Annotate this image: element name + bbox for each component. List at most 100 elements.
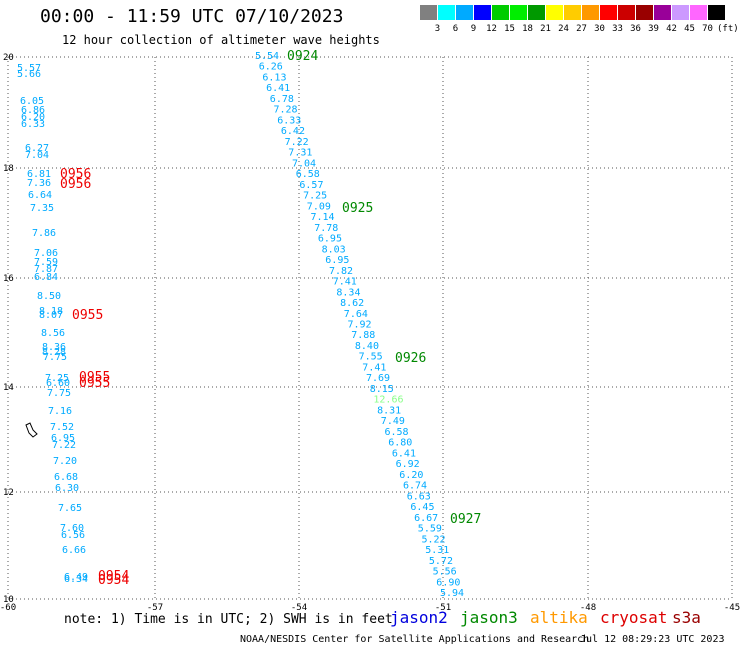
axis-ticks: -60 -57 -54 -51 -48 -45 20 18 16 14 12 10	[0, 53, 740, 613]
track-value: 8.62	[340, 298, 364, 309]
track-value: 7.25	[45, 373, 69, 384]
track-value: 7.25	[303, 191, 327, 202]
track-value: 5.56	[433, 567, 457, 578]
track-value: 6.95	[318, 234, 342, 245]
legend-swatch	[636, 5, 653, 20]
track-value: 7.59	[34, 257, 58, 268]
legend-label: 21	[540, 24, 551, 34]
track-value: 7.14	[311, 212, 335, 223]
track-value: 6.95	[325, 255, 349, 266]
track-value: 6.27	[25, 143, 49, 154]
track-value: 8.40	[355, 341, 379, 352]
track-value: 6.34	[64, 574, 88, 585]
track-value: 6.67	[414, 513, 438, 524]
track-value: 6.30	[55, 483, 79, 494]
pass-time-label: 0926	[395, 351, 426, 366]
pass-time-label: 0927	[450, 512, 481, 527]
legend-swatch	[510, 5, 527, 20]
legend-swatch	[690, 5, 707, 20]
legend-label: 9	[470, 24, 477, 34]
track-value: 8.15	[370, 384, 394, 395]
track-value: 7.28	[274, 105, 298, 116]
track-value: 8.31	[377, 405, 401, 416]
track-value: 6.13	[262, 72, 286, 83]
track-value: 5.54	[255, 51, 279, 62]
track-value: 6.56	[61, 530, 85, 541]
track-value: 6.74	[403, 481, 427, 492]
note-text: note: 1) Time is in UTC; 2) SWH is in fe…	[64, 612, 393, 627]
track-value: 6.33	[277, 115, 301, 126]
track-value: 7.36	[27, 178, 51, 189]
track-value: 5.94	[440, 588, 464, 599]
legend-label: (ft)	[717, 24, 739, 34]
track-value: 7.41	[362, 362, 386, 373]
track-value: 7.78	[314, 223, 338, 234]
track-value: 8.28	[42, 347, 66, 358]
legend-swatch	[564, 5, 581, 20]
legend-label: 6	[452, 24, 459, 34]
legend-label: 3	[434, 24, 441, 34]
track-value: 6.95	[51, 433, 75, 444]
track-value: 8.50	[37, 291, 61, 302]
track-left-values: 5.575.66 6.056.866.206.33 6.277.04 6.817.36…	[17, 63, 88, 585]
track-value: 5.59	[418, 524, 442, 535]
y-tick-label: 16	[3, 274, 14, 284]
legend-swatch	[474, 5, 491, 20]
legend-label: 39	[648, 24, 659, 34]
legend-label: 70	[702, 24, 713, 34]
track-value: 8.03	[322, 244, 346, 255]
pass-time-label: 0954	[98, 573, 129, 588]
track-value: 6.41	[392, 448, 416, 459]
legend-label: 18	[522, 24, 533, 34]
track-value: 8.34	[336, 287, 360, 298]
track-value: 6.81	[27, 169, 51, 180]
track-value: 7.75	[47, 388, 71, 399]
track-value: 7.69	[366, 373, 390, 384]
track-value: 7.41	[333, 277, 357, 288]
x-tick-label: -45	[724, 603, 740, 613]
track-value: 8.36	[42, 342, 66, 353]
track-value: 8.56	[41, 328, 65, 339]
track-value: 7.31	[288, 148, 312, 159]
x-tick-label: -48	[580, 603, 596, 613]
x-tick-label: -57	[147, 603, 163, 613]
legend-swatch	[420, 5, 437, 20]
legend-swatch	[528, 5, 545, 20]
legend-label: 15	[504, 24, 515, 34]
track-value: 6.66	[62, 545, 86, 556]
legend-swatch	[492, 5, 509, 20]
pass-time-label: 0956	[60, 177, 91, 192]
y-tick-label: 20	[3, 53, 14, 63]
track-value: 8.07	[39, 310, 63, 321]
track-value: 12.66	[373, 395, 403, 406]
legend-label: 42	[666, 24, 677, 34]
track-value: 6.84	[34, 272, 58, 283]
legend-label: 33	[612, 24, 623, 34]
track-value: 7.04	[25, 150, 49, 161]
page-title: 00:00 - 11:59 UTC 07/10/2023	[40, 6, 344, 27]
map-grid	[7, 56, 733, 600]
legend-swatch	[672, 5, 689, 20]
y-tick-label: 18	[3, 164, 14, 174]
legend-swatch	[456, 5, 473, 20]
page-subtitle: 12 hour collection of altimeter wave hei…	[62, 33, 380, 47]
track-value: 7.09	[307, 201, 331, 212]
track-value: 7.64	[344, 309, 368, 320]
track-value: 5.22	[422, 534, 446, 545]
track-value: 6.68	[54, 472, 78, 483]
track-value: 6.64	[28, 190, 52, 201]
footer-credit: NOAA/NESDIS Center for Satellite Applica…	[240, 634, 590, 645]
legend-label: 30	[594, 24, 605, 34]
track-value: 6.86	[21, 105, 45, 116]
track-value: 6.58	[296, 169, 320, 180]
track-value: 7.20	[53, 456, 77, 467]
track-value: 7.35	[30, 203, 54, 214]
track-value: 6.05	[20, 96, 44, 107]
pass-time-label: 0956	[60, 167, 91, 182]
legend-swatch	[618, 5, 635, 20]
track-value: 7.55	[359, 352, 383, 363]
track-value: 6.20	[399, 470, 423, 481]
pass-time-label: 0955	[79, 376, 110, 391]
track-value: 5.31	[425, 545, 449, 556]
legend-swatch	[582, 5, 599, 20]
